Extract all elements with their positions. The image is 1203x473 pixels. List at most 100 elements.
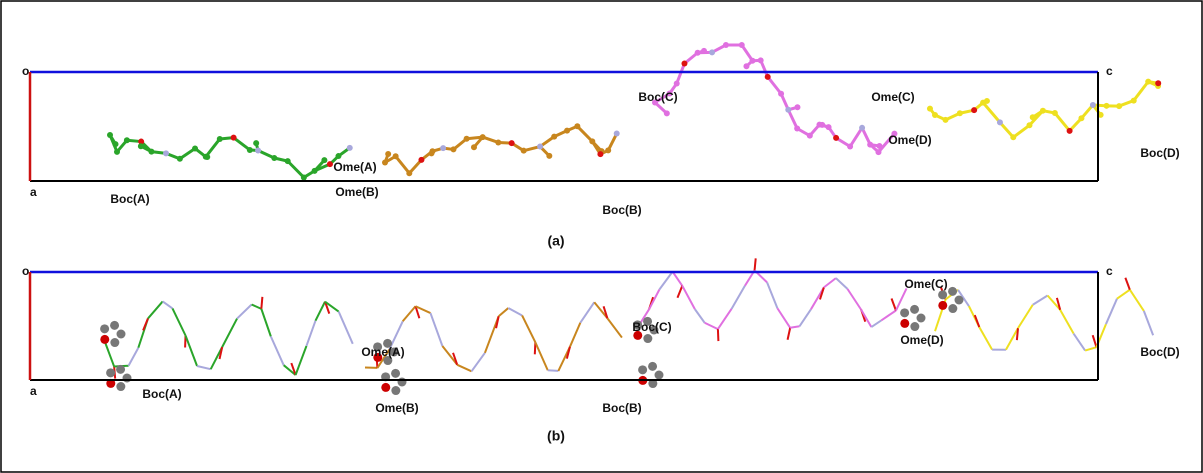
- atom: [546, 153, 552, 159]
- atom: [597, 151, 603, 157]
- atom: [957, 110, 963, 116]
- atom: [765, 74, 771, 80]
- atom: [391, 369, 400, 378]
- annotation: Boc(D): [1140, 146, 1179, 160]
- atom: [406, 170, 412, 176]
- atom: [574, 123, 580, 129]
- atom: [382, 160, 388, 166]
- atom: [778, 91, 784, 97]
- atom: [833, 135, 839, 141]
- atom: [785, 107, 791, 113]
- atom: [794, 125, 800, 131]
- atom: [537, 144, 543, 150]
- annotation: Ome(D): [900, 333, 943, 347]
- atom: [955, 296, 964, 305]
- atom: [247, 147, 253, 153]
- page: o a c Boc(A) Ome(A) Ome(B) Boc(B) Boc(C) Ome(C) O…: [0, 0, 1203, 473]
- atom: [253, 140, 259, 146]
- bond: [261, 297, 262, 309]
- atom: [910, 322, 919, 331]
- atom: [327, 161, 333, 167]
- bond: [548, 370, 559, 371]
- atom: [655, 371, 664, 380]
- atom: [138, 143, 144, 149]
- annotation: Ome(C): [871, 90, 914, 104]
- annotation: Boc(C): [638, 90, 677, 104]
- annotation: Boc(C): [632, 320, 671, 334]
- atom: [430, 148, 436, 154]
- atom: [1040, 108, 1046, 114]
- atom: [1104, 103, 1110, 109]
- atom: [100, 335, 109, 344]
- atom: [876, 143, 882, 149]
- atom: [1067, 128, 1073, 134]
- atom: [1116, 103, 1122, 109]
- atom: [107, 132, 113, 138]
- atom: [114, 149, 120, 155]
- atom: [117, 330, 126, 339]
- atom: [321, 157, 327, 163]
- atom: [163, 150, 169, 156]
- atom: [900, 308, 909, 317]
- atom: [938, 290, 947, 299]
- atom: [1026, 122, 1032, 128]
- annotation: Boc(D): [1140, 345, 1179, 359]
- atom: [551, 134, 557, 140]
- atom: [480, 134, 486, 140]
- annotation: Ome(A): [361, 345, 404, 359]
- atom: [116, 382, 125, 391]
- annotation: Boc(B): [602, 203, 641, 217]
- atom: [393, 153, 399, 159]
- atom: [124, 137, 130, 143]
- atom: [943, 117, 949, 123]
- atom: [917, 314, 926, 323]
- atom: [347, 145, 353, 151]
- atom: [217, 136, 223, 142]
- atom: [1155, 80, 1161, 86]
- atom: [464, 136, 470, 142]
- atom: [521, 148, 527, 154]
- panel-label: (a): [547, 233, 564, 249]
- atom: [648, 362, 657, 371]
- axis-label: o: [22, 264, 29, 278]
- atom: [971, 107, 977, 113]
- atom: [285, 158, 291, 164]
- annotation: Boc(A): [110, 192, 149, 206]
- atom: [1131, 98, 1137, 104]
- annotation: Ome(B): [335, 185, 378, 199]
- axis-label: o: [22, 64, 29, 78]
- atom: [900, 319, 909, 328]
- atom: [381, 383, 390, 392]
- atom: [106, 368, 115, 377]
- atom: [1052, 110, 1058, 116]
- atom: [1090, 102, 1096, 108]
- atom: [674, 80, 680, 86]
- atom: [1030, 114, 1036, 120]
- bond: [755, 258, 756, 270]
- atom: [948, 304, 957, 313]
- bond: [1017, 328, 1018, 340]
- atom: [948, 287, 957, 296]
- axis-label: c: [1106, 64, 1113, 78]
- atom: [495, 139, 501, 145]
- atom: [100, 324, 109, 333]
- atom: [398, 378, 407, 387]
- atom: [301, 174, 307, 180]
- atom: [643, 334, 652, 343]
- atom: [938, 301, 947, 310]
- axis-label: a: [30, 384, 37, 398]
- atom: [997, 119, 1003, 125]
- atom: [589, 138, 595, 144]
- axis-label: a: [30, 185, 37, 199]
- atom: [113, 141, 119, 147]
- atom: [110, 338, 119, 347]
- atom: [614, 131, 620, 137]
- atom: [509, 140, 515, 146]
- atom: [116, 365, 125, 374]
- atom: [749, 58, 755, 64]
- atom: [681, 61, 687, 67]
- atom: [335, 153, 341, 159]
- atom: [723, 42, 729, 48]
- atom: [605, 147, 611, 153]
- atom: [203, 154, 209, 160]
